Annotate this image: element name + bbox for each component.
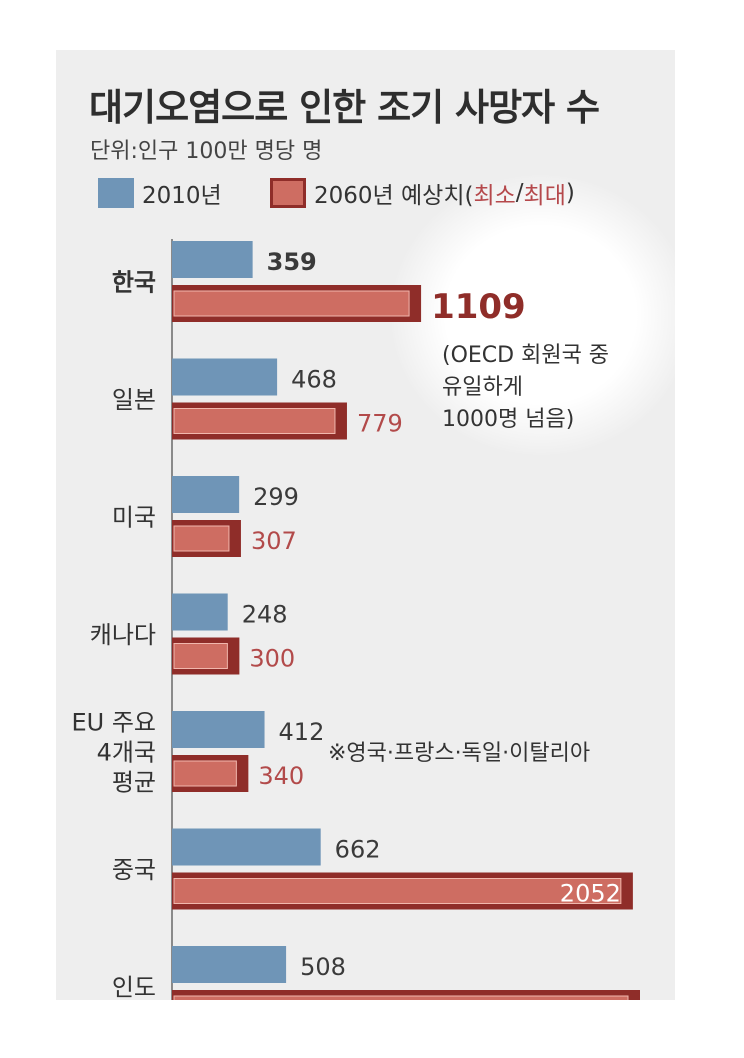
korea-annotation-line: 유일하게 xyxy=(442,375,523,400)
bar-2010 xyxy=(172,241,253,278)
category-label: 캐나다 xyxy=(90,621,156,649)
legend-label-2060-max: 최대 xyxy=(523,183,566,209)
legend-label-2060-sep: / xyxy=(515,180,524,206)
unit-label: 단위:인구 100만 명당 명 xyxy=(90,139,323,164)
legend-item-2010: 2010년 xyxy=(98,176,222,210)
value-label-2010: 359 xyxy=(267,248,317,276)
category-label: 4개국 xyxy=(97,739,156,767)
category-label: 미국 xyxy=(112,504,156,532)
category-label: 중국 xyxy=(112,856,156,884)
eu-annotation: ※영국·프랑스·독일·이탈리아 xyxy=(328,741,591,766)
value-label-2010: 468 xyxy=(291,366,337,394)
korea-annotation: (OECD 회원국 중 유일하게 1000명 넘음) xyxy=(442,340,609,436)
bar-plot: 359 1109 한국 468 779 일본 299 307 미국 248 300 캐나다 412 340… xyxy=(71,239,640,1001)
legend-swatch-2060 xyxy=(270,178,306,208)
category-label: 한국 xyxy=(112,269,156,297)
bar-2060-min xyxy=(173,408,336,434)
legend-label-2060-prefix: 2060년 예상치( xyxy=(314,183,474,209)
korea-annotation-line: 1000명 넘음) xyxy=(442,407,575,432)
category-label: 인도 xyxy=(112,974,156,1001)
bar-2060-min xyxy=(173,525,230,552)
value-label-2010: 248 xyxy=(242,601,288,629)
value-label-2060: 779 xyxy=(357,410,403,438)
bar-2010 xyxy=(172,711,265,748)
value-label-2010: 412 xyxy=(279,718,325,746)
legend-item-2060: 2060년 예상치(최소 / 최대) xyxy=(270,176,575,210)
bar-2060-max xyxy=(172,990,640,1000)
category-label: 일본 xyxy=(112,386,156,414)
bar-2010 xyxy=(172,358,278,396)
bar-2010 xyxy=(172,946,287,983)
chart-title: 대기오염으로 인한 조기 사망자 수 xyxy=(89,86,600,129)
bar-2060-min xyxy=(173,290,410,317)
legend-swatch-2010 xyxy=(98,178,134,208)
legend-label-2060-suffix: ) xyxy=(565,180,575,206)
value-label-2060: 300 xyxy=(249,645,295,673)
legend-label-2010: 2010년 xyxy=(142,183,222,209)
category-label: 평균 xyxy=(112,769,156,797)
bar-2060-min xyxy=(173,878,622,904)
bar-2060-min xyxy=(173,995,629,1000)
value-label-2060: 340 xyxy=(258,762,304,790)
value-label-2060: 2052 xyxy=(560,880,621,908)
highlight-glow xyxy=(391,175,675,455)
value-label-2060: 1109 xyxy=(431,287,526,327)
korea-annotation-line: (OECD 회원국 중 xyxy=(442,343,610,368)
value-label-2060: 307 xyxy=(251,527,297,555)
value-label-2010: 508 xyxy=(300,953,346,981)
bar-2010 xyxy=(172,476,240,513)
bar-2010 xyxy=(172,828,321,866)
legend-label-2060-min: 최소 xyxy=(473,183,516,209)
bar-2010 xyxy=(172,593,228,631)
value-label-2010: 662 xyxy=(335,836,381,864)
chart-panel: 대기오염으로 인한 조기 사망자 수 단위:인구 100만 명당 명 2010년… xyxy=(56,50,675,1000)
category-label: EU 주요 xyxy=(71,709,156,737)
value-label-2010: 299 xyxy=(253,483,299,511)
bar-2060-min xyxy=(173,760,237,787)
bar-2060-min xyxy=(173,643,228,669)
